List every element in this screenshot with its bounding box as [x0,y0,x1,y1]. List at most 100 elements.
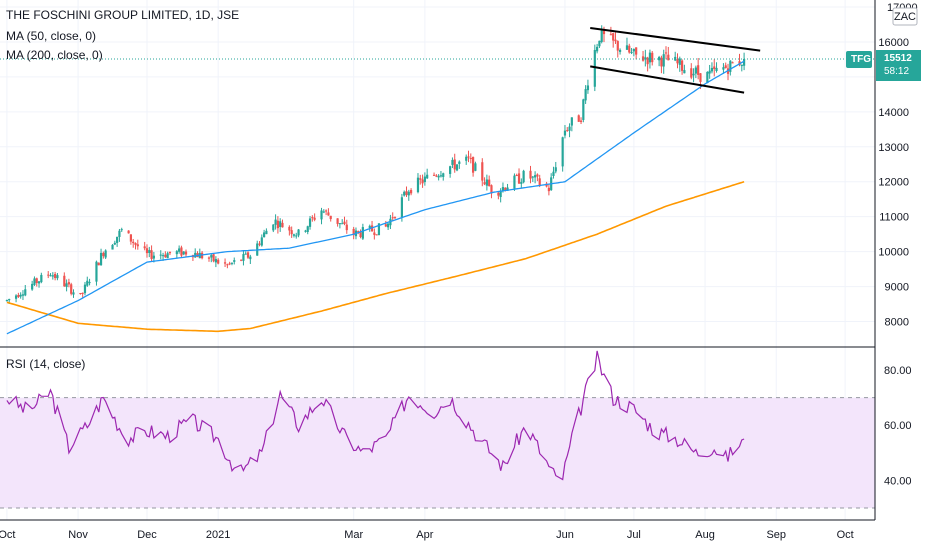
ma200-legend[interactable]: MA (200, close, 0) [6,48,103,62]
candle-body [593,49,596,87]
candle-body [31,283,34,290]
candle-body [609,34,612,36]
candle-body [143,246,146,249]
candle-body [95,261,98,282]
time-tick-label: Jun [556,529,574,541]
time-tick-label: Oct [837,529,854,541]
candle-body [182,251,185,255]
candle-body [490,185,493,194]
candle-body [552,171,555,176]
candle-body [664,52,668,54]
candle-body [384,224,387,227]
rsi-legend[interactable]: RSI (14, close) [6,357,86,371]
candle-body [451,159,454,165]
chart-title[interactable]: THE FOSCHINI GROUP LIMITED, 1D, JSE [6,8,240,22]
rsi-tick-label: 80.00 [884,365,912,377]
price-tick-label: 12000 [878,177,909,189]
candle-body [81,292,84,294]
candle-body [329,215,332,220]
currency-box[interactable] [892,7,918,26]
ma50-legend[interactable]: MA (50, close, 0) [6,29,97,43]
candle-body [715,67,718,71]
candle-body [561,137,564,167]
candle-body [612,33,615,41]
candle-body [8,299,11,301]
candle-body [132,241,135,244]
candle-body [465,156,468,161]
candle-body [520,181,523,184]
candles [5,25,746,305]
candle-body [134,242,137,245]
candle-body [616,41,619,51]
candle-body [242,254,245,261]
candle-body [598,40,601,47]
candle-body [729,60,732,72]
candle-body [240,259,243,261]
candle-body [488,179,491,187]
candle-body [697,65,700,75]
price-axis: 8000900010000110001200013000140001500016… [878,2,917,329]
candle-body [313,217,316,220]
candle-body [341,223,344,225]
candle-body [244,253,247,255]
candle-body [536,174,539,177]
price-tick-label: 11000 [879,212,909,224]
candle-body [249,256,252,260]
candle-body [35,278,38,283]
candle-body [586,85,590,91]
rsi-tick-label: 40.00 [884,475,912,487]
candle-body [504,187,507,191]
candle-body [582,99,585,120]
candle-body [136,244,139,247]
candle-body [635,47,638,55]
candle-body [79,293,82,295]
candle-body [596,46,599,52]
candle-body [325,210,328,212]
candle-body [368,225,371,228]
price-tick-label: 16000 [878,37,909,49]
time-tick-label: Jul [627,529,641,541]
candle-body [421,179,424,184]
candle-body [120,229,123,231]
candle-body [630,52,633,54]
candle-body [497,192,500,196]
candle-body [184,251,188,255]
candle-body [226,264,229,266]
candle-body [481,162,484,181]
candle-body [731,62,734,64]
candle-body [295,235,298,237]
candle-body [5,300,8,302]
time-tick-label: Dec [137,529,157,541]
candle-body [180,247,183,256]
candle-body [563,130,567,136]
candle-body [148,250,151,253]
candle-body [506,187,509,191]
candle-body [694,67,697,74]
time-tick-label: Apr [416,529,433,541]
candle-body [223,262,227,264]
candle-body [584,89,587,101]
candle-body [375,234,378,236]
candle-body [600,28,603,42]
candle-body [538,178,541,186]
candle-body [166,253,169,259]
candle-body [304,230,307,232]
candle-body [648,52,652,63]
time-tick-label: Sep [766,529,786,541]
candle-body [297,229,300,236]
candle-body [724,65,727,68]
candle-body [628,45,631,53]
candle-body [290,230,293,235]
candle-body [419,178,422,180]
candle-body [67,282,70,285]
candle-body [742,58,746,66]
candle-body [469,157,472,159]
candle-body [214,259,217,263]
candle-body [230,262,234,264]
candle-body [83,284,87,294]
candle-body [577,115,580,122]
candle-body [352,228,355,236]
candle-body [690,68,693,78]
candle-body [632,49,635,52]
trendlines [590,26,761,94]
